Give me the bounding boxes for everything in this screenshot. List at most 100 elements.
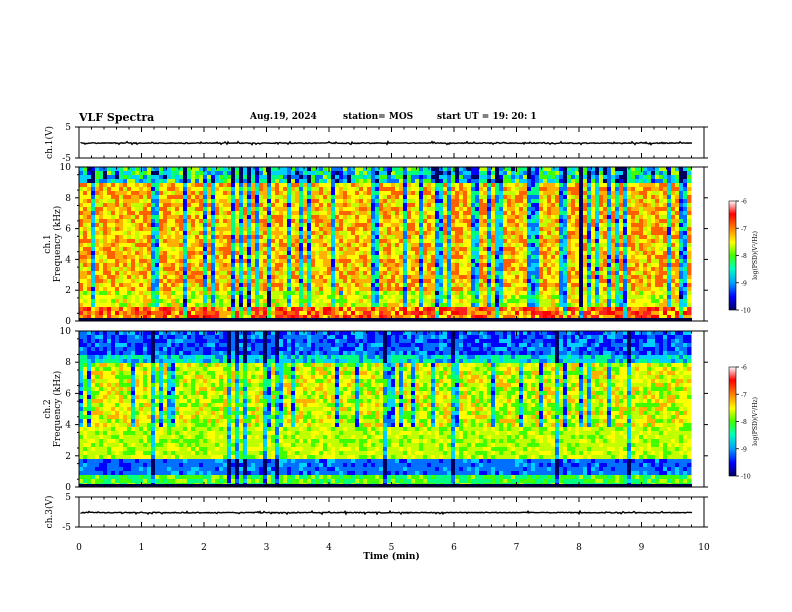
spectrogram-cell xyxy=(395,199,400,204)
spectrogram-cell xyxy=(371,267,376,272)
spectrogram-cell xyxy=(319,255,324,260)
spectrogram-cell xyxy=(267,223,272,228)
spectrogram-cell xyxy=(451,315,456,320)
spectrogram-cell xyxy=(91,315,96,320)
spectrogram-cell xyxy=(131,307,136,312)
spectrogram-cell xyxy=(387,211,392,216)
spectrogram-cell xyxy=(395,191,400,196)
spectrogram-cell xyxy=(191,175,196,180)
spectrogram-cell xyxy=(459,267,464,272)
spectrogram-cell xyxy=(187,303,192,308)
spectrogram-cell xyxy=(555,187,560,192)
spectrogram-cell xyxy=(255,259,260,264)
spectrogram-cell xyxy=(571,235,576,240)
spectrogram-cell xyxy=(203,239,208,244)
spectrogram-cell xyxy=(335,231,340,236)
spectrogram-cell xyxy=(563,167,568,172)
spectrogram-cell xyxy=(395,263,400,268)
spectrogram-cell xyxy=(579,283,584,288)
spectrogram-cell xyxy=(271,203,276,208)
spectrogram-cell xyxy=(407,199,412,204)
spectrogram-cell xyxy=(495,299,500,304)
spectrogram-cell xyxy=(103,235,108,240)
spectrogram-cell xyxy=(303,259,308,264)
spectrogram-cell xyxy=(143,183,148,188)
spectrogram-cell xyxy=(143,291,148,296)
spectrogram-cell xyxy=(263,303,268,308)
spectrogram-cell xyxy=(287,211,292,216)
spectrogram-cell xyxy=(175,227,180,232)
spectrogram-cell xyxy=(455,287,460,292)
spectrogram-cell xyxy=(559,207,564,212)
spectrogram-cell xyxy=(99,299,104,304)
spectrogram-cell xyxy=(355,203,360,208)
spectrogram-cell xyxy=(111,227,116,232)
spectrogram-cell xyxy=(583,199,588,204)
spectrogram-cell xyxy=(467,243,472,248)
spectrogram-cell xyxy=(551,187,556,192)
spectrogram-cell xyxy=(115,251,120,256)
spectrogram-cell xyxy=(183,251,188,256)
spectrogram-cell xyxy=(483,215,488,220)
spectrogram-cell xyxy=(487,315,492,320)
spectrogram-cell xyxy=(315,267,320,272)
spectrogram-cell xyxy=(379,167,384,172)
spectrogram-cell xyxy=(179,175,184,180)
spectrogram-cell xyxy=(203,299,208,304)
spectrogram-cell xyxy=(355,267,360,272)
spectrogram-cell xyxy=(567,187,572,192)
spectrogram-cell xyxy=(355,263,360,268)
spectrogram-cell xyxy=(227,227,232,232)
spectrogram-cell xyxy=(451,279,456,284)
spectrogram-cell xyxy=(515,287,520,292)
spectrogram-cell xyxy=(83,231,88,236)
spectrogram-cell xyxy=(543,211,548,216)
spectrogram-cell xyxy=(287,199,292,204)
spectrogram-cell xyxy=(439,263,444,268)
spectrogram-cell xyxy=(223,211,228,216)
spectrogram-cell xyxy=(503,179,508,184)
spectrogram-cell xyxy=(375,307,380,312)
spectrogram-cell xyxy=(239,307,244,312)
spectrogram-cell xyxy=(567,287,572,292)
spectrogram-cell xyxy=(139,299,144,304)
spectrogram-cell xyxy=(267,175,272,180)
spectrogram-cell xyxy=(519,243,524,248)
spectrogram-cell xyxy=(111,299,116,304)
spectrogram-cell xyxy=(191,279,196,284)
spectrogram-cell xyxy=(227,207,232,212)
spectrogram-cell xyxy=(527,291,532,296)
spectrogram-cell xyxy=(147,303,152,308)
spectrogram-cell xyxy=(555,231,560,236)
spectrogram-cell xyxy=(139,307,144,312)
spectrogram-cell xyxy=(391,179,396,184)
spectrogram-cell xyxy=(531,175,536,180)
spectrogram-cell xyxy=(147,171,152,176)
spectrogram-cell xyxy=(519,307,524,312)
spectrogram-cell xyxy=(175,251,180,256)
spectrogram-cell xyxy=(507,291,512,296)
spectrogram-cell xyxy=(219,283,224,288)
spectrogram-cell xyxy=(307,223,312,228)
spectrogram-cell xyxy=(91,259,96,264)
spectrogram-cell xyxy=(467,171,472,176)
spectrogram-cell xyxy=(515,215,520,220)
spectrogram-cell xyxy=(203,255,208,260)
spectrogram-cell xyxy=(587,223,592,228)
spectrogram-cell xyxy=(351,191,356,196)
spectrogram-cell xyxy=(511,291,516,296)
spectrogram-cell xyxy=(267,235,272,240)
spectrogram-cell xyxy=(231,179,236,184)
spectrogram-cell xyxy=(399,307,404,312)
spectrogram-cell xyxy=(195,299,200,304)
spectrogram-cell xyxy=(135,303,140,308)
spectrogram-cell xyxy=(395,307,400,312)
spectrogram-cell xyxy=(323,255,328,260)
spectrogram-cell xyxy=(199,287,204,292)
spectrogram-cell xyxy=(171,223,176,228)
spectrogram-cell xyxy=(335,199,340,204)
spectrogram-cell xyxy=(271,299,276,304)
spectrogram-cell xyxy=(567,251,572,256)
spectrogram-cell xyxy=(531,215,536,220)
spectrogram-cell xyxy=(95,175,100,180)
